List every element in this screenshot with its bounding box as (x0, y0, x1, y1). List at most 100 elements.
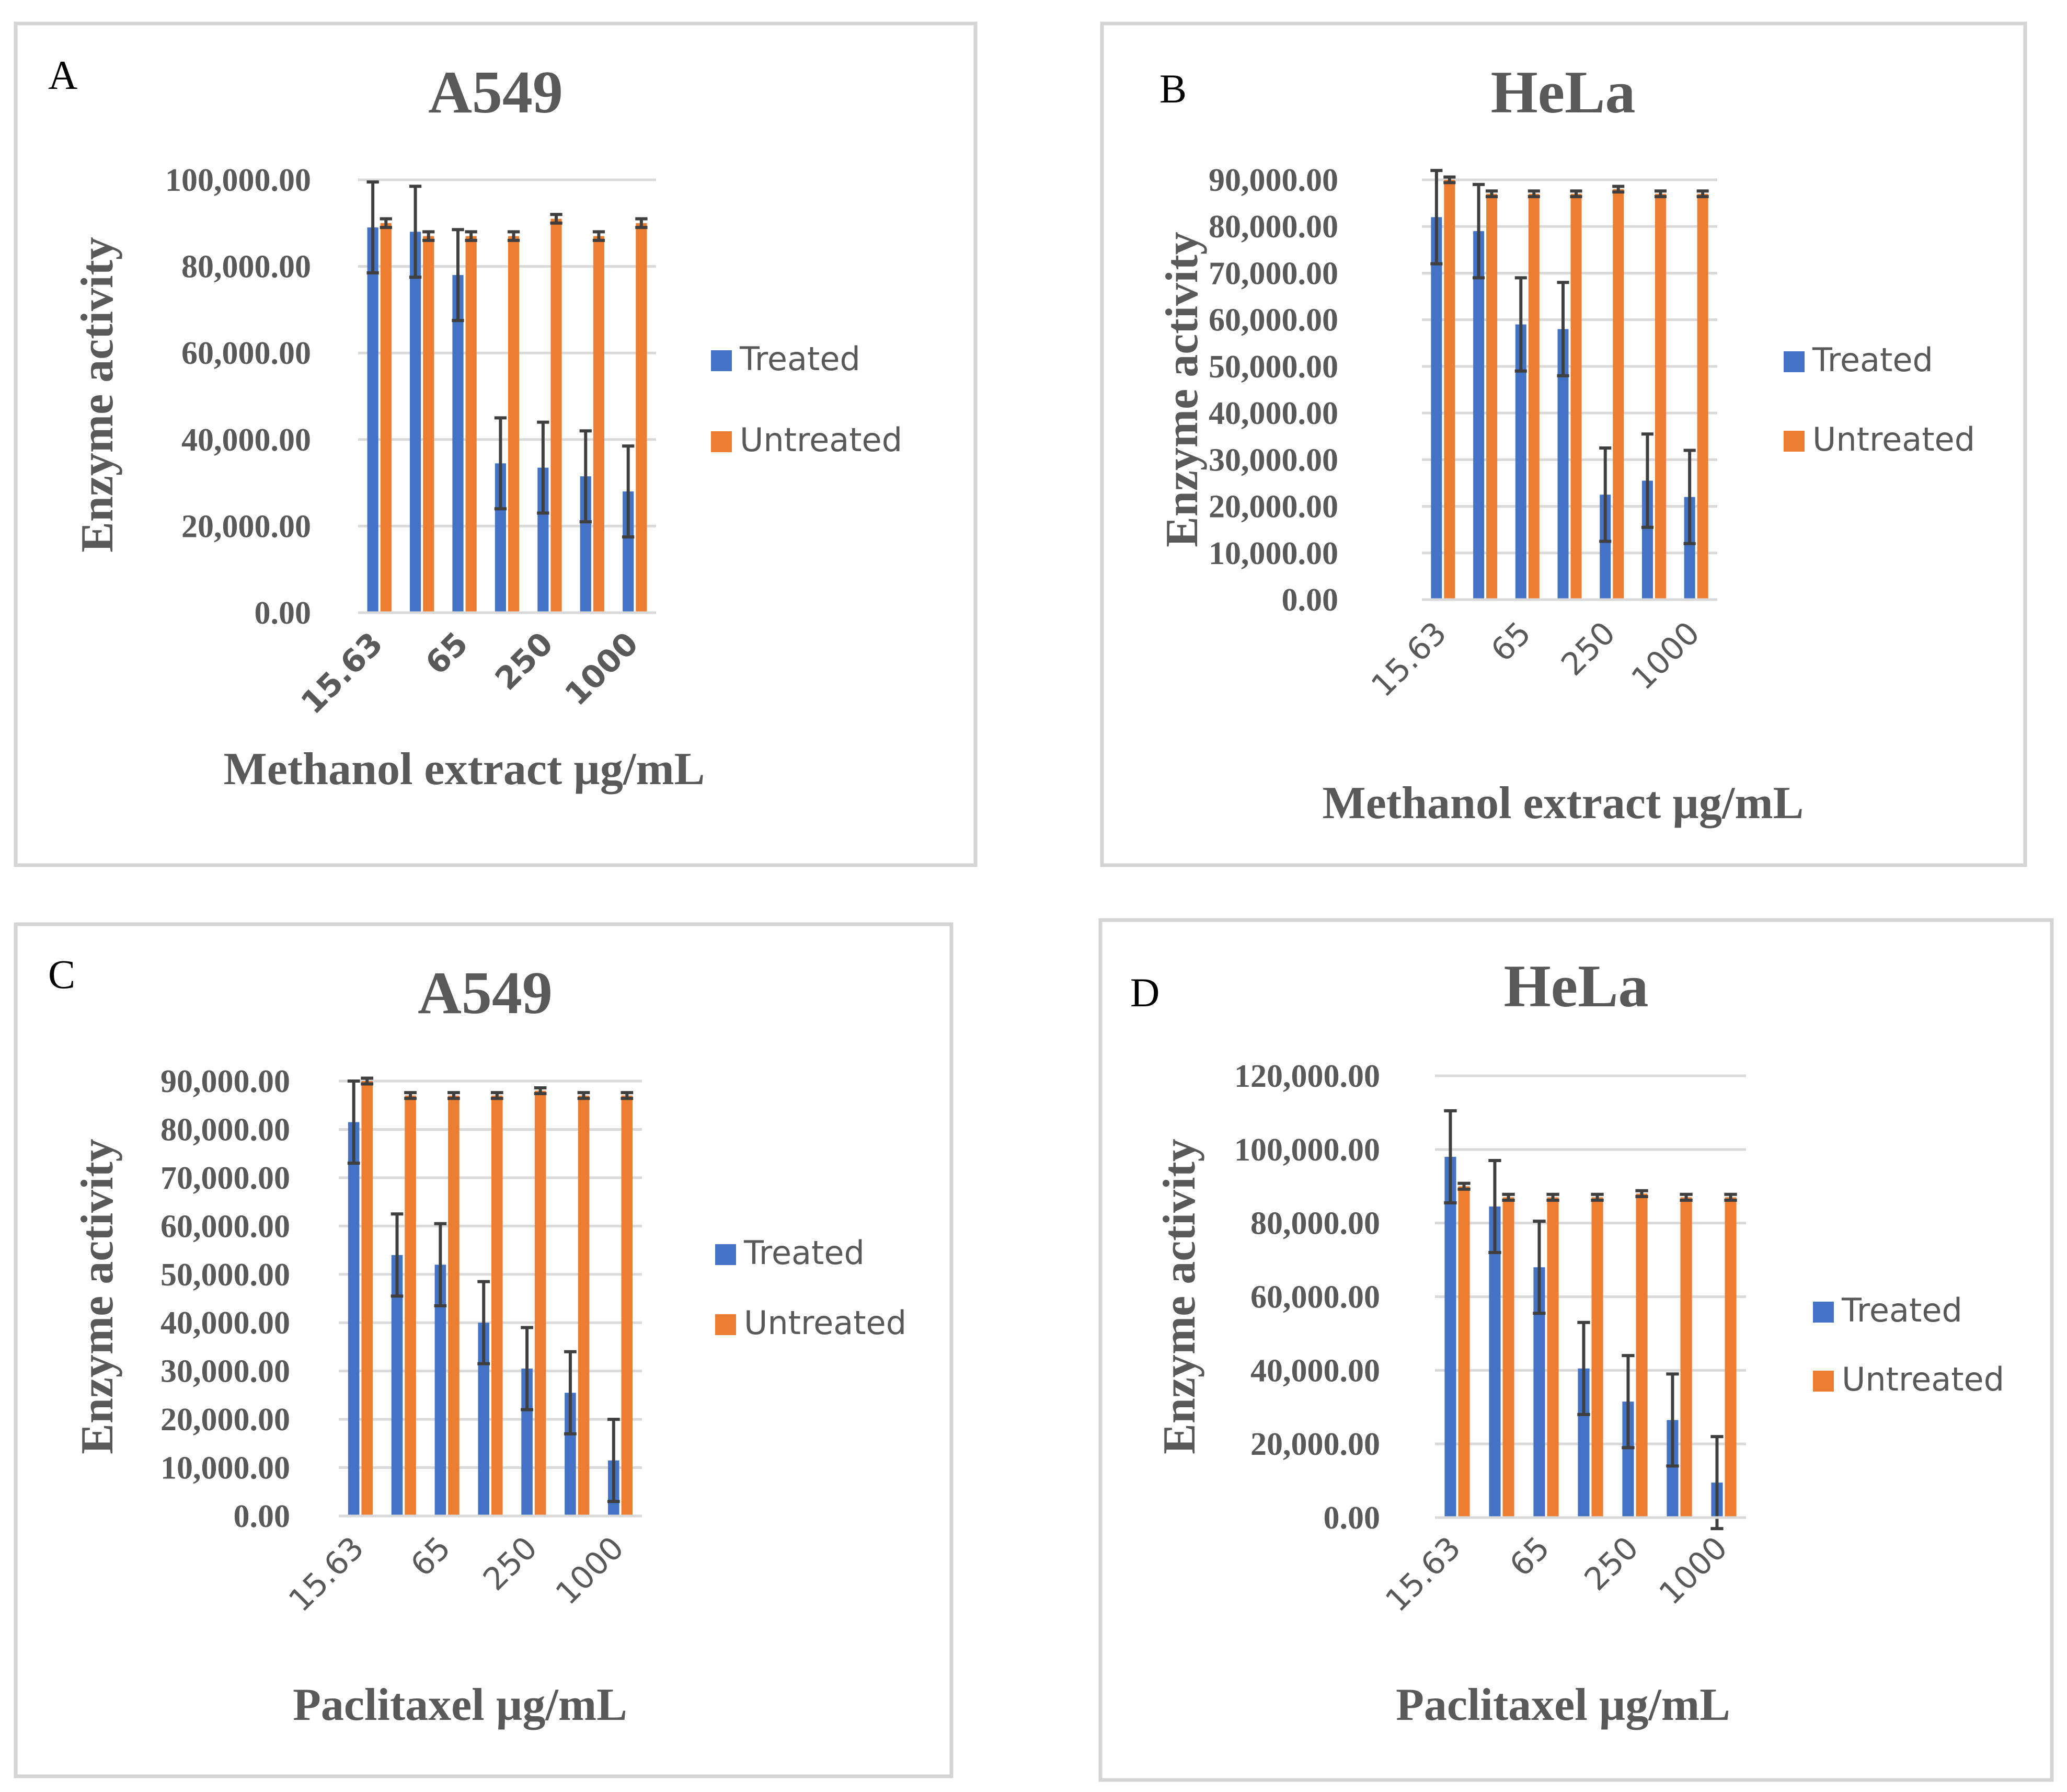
panel-d-error-bar-treated (1444, 1109, 1457, 1204)
panel-d-error-bar-untreated (1502, 1192, 1515, 1202)
panel-d-error-bar-treated (1488, 1158, 1501, 1254)
panel-a-error-bar-untreated (465, 230, 477, 242)
panel-d-error-bar-untreated (1724, 1192, 1737, 1202)
panel-c-bar-treated (565, 1393, 576, 1516)
panel-d-legend-label-treated: Treated (1841, 1291, 1962, 1329)
panel-c-y-tick-label: 90,000.00 (160, 1064, 290, 1099)
panel-a-bar-untreated (380, 223, 392, 613)
panel-d-title: HeLa (1503, 953, 1648, 1020)
panel-a-bar-untreated (636, 223, 647, 613)
panel-b-bar-untreated (1697, 193, 1708, 600)
panel-d-bar-untreated (1547, 1197, 1559, 1518)
panel-b-bar-treated (1641, 480, 1653, 600)
panel-a-error-bar-untreated (507, 230, 520, 242)
panel-c-error-bar-treated (391, 1212, 404, 1298)
panel-c-y-tick-label: 20,000.00 (160, 1402, 290, 1438)
panel-d-bar-untreated (1725, 1197, 1737, 1518)
panel-d-bar-treated (1578, 1368, 1590, 1518)
panel-d-error-bar-untreated (1591, 1192, 1604, 1202)
panel-a-bar-untreated (550, 219, 562, 613)
panel-a-y-tick-label: 60,000.00 (181, 336, 311, 371)
panel-b-y-tick-label: 30,000.00 (1209, 442, 1338, 478)
panel-a-error-bar-untreated (635, 217, 648, 229)
panel-c-y-tick-label: 0.00 (234, 1499, 291, 1534)
panel-b-error-bar-untreated (1443, 175, 1456, 185)
panel-c-error-bar-treated (521, 1326, 533, 1411)
panel-b-bar-treated (1557, 329, 1569, 600)
panel-c-error-bar-untreated (490, 1091, 503, 1100)
panel-a-bar-untreated (508, 236, 520, 613)
panel-a-y-axis-title: Enzyme activity (72, 237, 123, 553)
panel-d-y-tick-label: 60,000.00 (1250, 1280, 1380, 1315)
panel-c-error-bar-treated (607, 1418, 620, 1503)
panel-b-error-bar-untreated (1612, 185, 1625, 194)
panel-d-legend-label-untreated: Untreated (1842, 1360, 2004, 1398)
panel-b-y-tick-label: 60,000.00 (1209, 303, 1338, 338)
panel-a-legend-label-untreated: Untreated (740, 421, 902, 459)
panel-b-error-bar-treated (1683, 449, 1696, 545)
panel-a-bar-treated (452, 275, 464, 613)
panel-a-error-bar-treated (494, 416, 507, 511)
panel-d-legend-entry-untreated: Untreated (1813, 1360, 2004, 1398)
panel-c-y-tick-label: 70,000.00 (160, 1161, 290, 1196)
panel-c-bar-untreated (578, 1095, 590, 1516)
panel-d-error-bar-untreated (1546, 1192, 1559, 1202)
panel-b-bar-treated (1684, 497, 1695, 600)
panel-a-letter: A (48, 52, 77, 98)
panel-a-bar-treated (495, 463, 506, 613)
panel-a-bar-untreated (465, 236, 477, 613)
panel-c-error-bar-untreated (621, 1091, 634, 1100)
panel-d: D HeLa Enzyme activity Paclitaxel µg/mL … (1098, 918, 2054, 1782)
panel-a-legend-entry-untreated: Untreated (711, 421, 902, 459)
panel-b-bar-treated (1600, 495, 1611, 600)
panel-a-bar-treated (537, 467, 549, 613)
panel-c-x-axis-title: Paclitaxel µg/mL (293, 1680, 627, 1730)
panel-a-bar-treated (623, 491, 634, 613)
panel-a-error-bar-treated (537, 420, 549, 515)
panel-c-legend-entry-untreated: Untreated (715, 1304, 906, 1342)
panel-b-error-bar-treated (1599, 446, 1612, 543)
panel-b-error-bar-untreated (1570, 189, 1582, 199)
panel-a-legend-swatch-treated (711, 350, 732, 371)
panel-d-legend-entry-treated: Treated (1813, 1291, 1962, 1329)
panel-c-y-axis-title: Enzyme activity (72, 1139, 123, 1454)
panel-a-error-bar-untreated (550, 213, 562, 225)
panel-b-error-bar-untreated (1528, 189, 1540, 199)
panel-d-y-tick-label: 80,000.00 (1250, 1206, 1380, 1242)
panel-c-error-bar-treated (564, 1350, 577, 1435)
panel-b-bar-untreated (1486, 193, 1498, 600)
panel-d-y-tick-label: 20,000.00 (1250, 1427, 1380, 1462)
panel-a-y-tick-label: 20,000.00 (181, 509, 311, 544)
panel-b-bar-untreated (1655, 193, 1666, 600)
panel-b-y-tick-label: 10,000.00 (1209, 536, 1338, 571)
panel-d-x-axis-title: Paclitaxel µg/mL (1396, 1680, 1730, 1730)
panel-d-bar-treated (1489, 1206, 1501, 1518)
panel-b-bar-treated (1473, 231, 1485, 600)
panel-b-legend-swatch-treated (1784, 351, 1805, 372)
panel-d-y-tick-label: 40,000.00 (1250, 1353, 1380, 1388)
panel-b-legend-label-untreated: Untreated (1812, 420, 1975, 458)
panel-a-bar-untreated (423, 236, 434, 613)
panel-a-title: A549 (428, 59, 563, 126)
panel-c-error-bar-untreated (447, 1091, 460, 1100)
panel-b-title: HeLa (1490, 59, 1635, 126)
panel-a-bar-treated (367, 227, 378, 613)
panel-c-error-bar-untreated (577, 1091, 590, 1100)
panel-d-error-bar-treated (1710, 1435, 1724, 1531)
panel-d-bar-treated (1622, 1402, 1634, 1518)
panel-c-y-tick-label: 80,000.00 (160, 1112, 290, 1147)
panel-b-error-bar-treated (1473, 182, 1485, 280)
panel-d-error-bar-untreated (1680, 1192, 1693, 1202)
panel-c-bar-untreated (534, 1090, 546, 1516)
panel-b-legend-label-treated: Treated (1812, 341, 1933, 379)
panel-a-bar-treated (580, 476, 591, 613)
panel-c-letter: C (48, 951, 75, 997)
panel-d-y-tick-label: 120,000.00 (1234, 1059, 1380, 1094)
panel-b-y-tick-label: 0.00 (1282, 582, 1339, 618)
panel-d-error-bar-treated (1622, 1354, 1635, 1450)
panel-d-bar-untreated (1636, 1193, 1648, 1518)
panel-d-y-tick-label: 0.00 (1324, 1500, 1381, 1536)
panel-c-error-bar-untreated (404, 1091, 417, 1100)
panel-c-bar-treated (521, 1369, 533, 1516)
